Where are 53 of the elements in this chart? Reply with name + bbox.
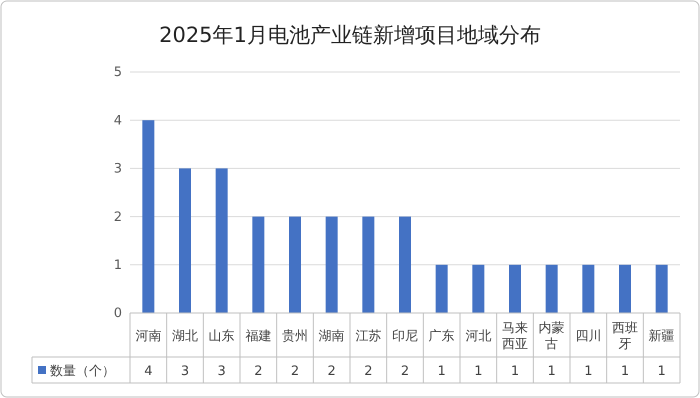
x-tick-label: 河南 (135, 329, 162, 344)
data-label: 1 (474, 364, 482, 379)
data-label: 1 (620, 364, 630, 379)
data-label: 3 (218, 364, 226, 379)
x-tick-label: 内蒙古 (538, 321, 565, 352)
bar (582, 264, 594, 313)
data-label: 2 (254, 364, 262, 379)
bar (216, 168, 228, 313)
legend-label: 数量（个） (50, 364, 115, 379)
y-tick-label: 5 (114, 65, 122, 80)
bar (436, 264, 448, 313)
x-tick-label: 湖北 (172, 329, 198, 344)
y-tick-label: 0 (114, 306, 122, 322)
bar (252, 216, 264, 313)
x-tick-label: 马来西亚 (502, 321, 528, 352)
x-tick-label: 福建 (245, 329, 272, 344)
y-tick-label: 3 (114, 162, 122, 177)
x-tick-label: 贵州 (282, 329, 308, 344)
data-label: 2 (364, 364, 372, 379)
data-label: 1 (548, 364, 556, 379)
bar (399, 216, 411, 313)
x-tick-label: 新疆 (648, 329, 675, 344)
data-label: 1 (438, 364, 446, 379)
data-label: 2 (328, 364, 336, 379)
x-tick-label: 印尼 (392, 329, 418, 344)
bar (546, 264, 558, 313)
x-tick-label: 山东 (208, 329, 235, 344)
x-tick-label: 湖南 (318, 329, 345, 344)
y-tick-label: 1 (114, 258, 122, 273)
chart-title: 2025年1月电池产业链新增项目地域分布 (159, 23, 541, 47)
y-tick-label: 2 (114, 210, 122, 225)
x-tick-label: 西班牙 (612, 321, 638, 352)
bar (142, 120, 154, 313)
data-label: 3 (180, 364, 190, 379)
data-label: 4 (144, 364, 152, 379)
x-tick-label: 广东 (428, 329, 455, 344)
bar (619, 264, 631, 313)
x-tick-label: 河北 (465, 329, 492, 344)
data-label: 2 (400, 364, 410, 379)
x-tick-label: 江苏 (355, 329, 382, 344)
bar (509, 264, 521, 313)
bar (656, 264, 668, 313)
data-label: 1 (510, 364, 520, 379)
bar (362, 216, 374, 313)
bar (326, 216, 338, 313)
data-label: 1 (584, 364, 592, 379)
y-tick-label: 4 (114, 113, 122, 128)
bar (289, 216, 301, 313)
data-label: 2 (290, 364, 300, 379)
bar (472, 264, 484, 313)
data-label: 1 (658, 364, 666, 379)
x-tick-label: 四川 (575, 329, 602, 344)
bar (179, 168, 191, 313)
